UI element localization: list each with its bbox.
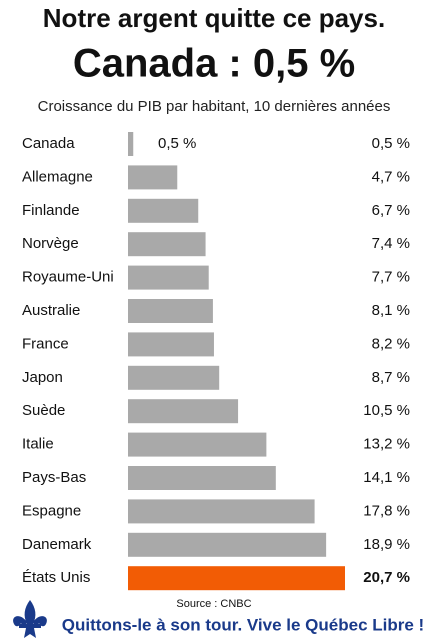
category-label: Norvège [22,235,79,252]
category-label: Danemark [22,536,92,553]
value-label: 8,2 % [372,335,410,352]
value-label: 20,7 % [363,569,410,586]
category-label: Finlande [22,202,80,219]
bar [128,532,327,557]
value-label: 18,9 % [363,536,410,553]
value-label: 8,1 % [372,302,410,319]
bar [128,566,345,591]
category-label: Canada [22,135,75,152]
bar [128,299,213,323]
bar [128,432,267,457]
bar [128,265,209,290]
value-label: 13,2 % [363,436,410,453]
category-label: Royaume-Uni [22,269,114,286]
bar [128,165,178,190]
value-label: 7,4 % [372,235,410,252]
inline-value-label: 0,5 % [158,135,196,152]
chart-subtitle: Canada : 0,5 % [73,42,355,86]
value-label: 7,7 % [372,269,410,286]
bar [128,499,315,524]
bar [128,198,199,223]
value-label: 0,5 % [372,135,410,152]
value-label: 17,8 % [363,502,410,519]
bar [128,232,206,257]
value-label: 6,7 % [372,202,410,219]
footer-slogan: Quittons-le à son tour. Vive le Québec L… [62,615,424,634]
bar [128,365,220,390]
category-label: Allemagne [22,168,93,185]
category-label: Japon [22,369,63,386]
bar [128,332,214,357]
chart-title: Notre argent quitte ce pays. [43,3,385,33]
category-label: Italie [22,436,54,453]
value-label: 4,7 % [372,168,410,185]
category-label: France [22,335,69,352]
category-label: Suède [22,402,65,419]
bar [128,399,239,424]
bar [128,466,276,490]
value-label: 10,5 % [363,402,410,419]
fleur-de-lis [13,600,47,638]
category-label: Espagne [22,502,81,519]
category-label: Pays-Bas [22,469,86,486]
category-label: États Unis [22,569,90,586]
bar [128,132,134,156]
source: Source : CNBC [176,598,251,610]
category-label: Australie [22,302,80,319]
value-label: 8,7 % [372,369,410,386]
value-label: 14,1 % [363,469,410,486]
chart-caption: Croissance du PIB par habitant, 10 derni… [38,98,391,115]
